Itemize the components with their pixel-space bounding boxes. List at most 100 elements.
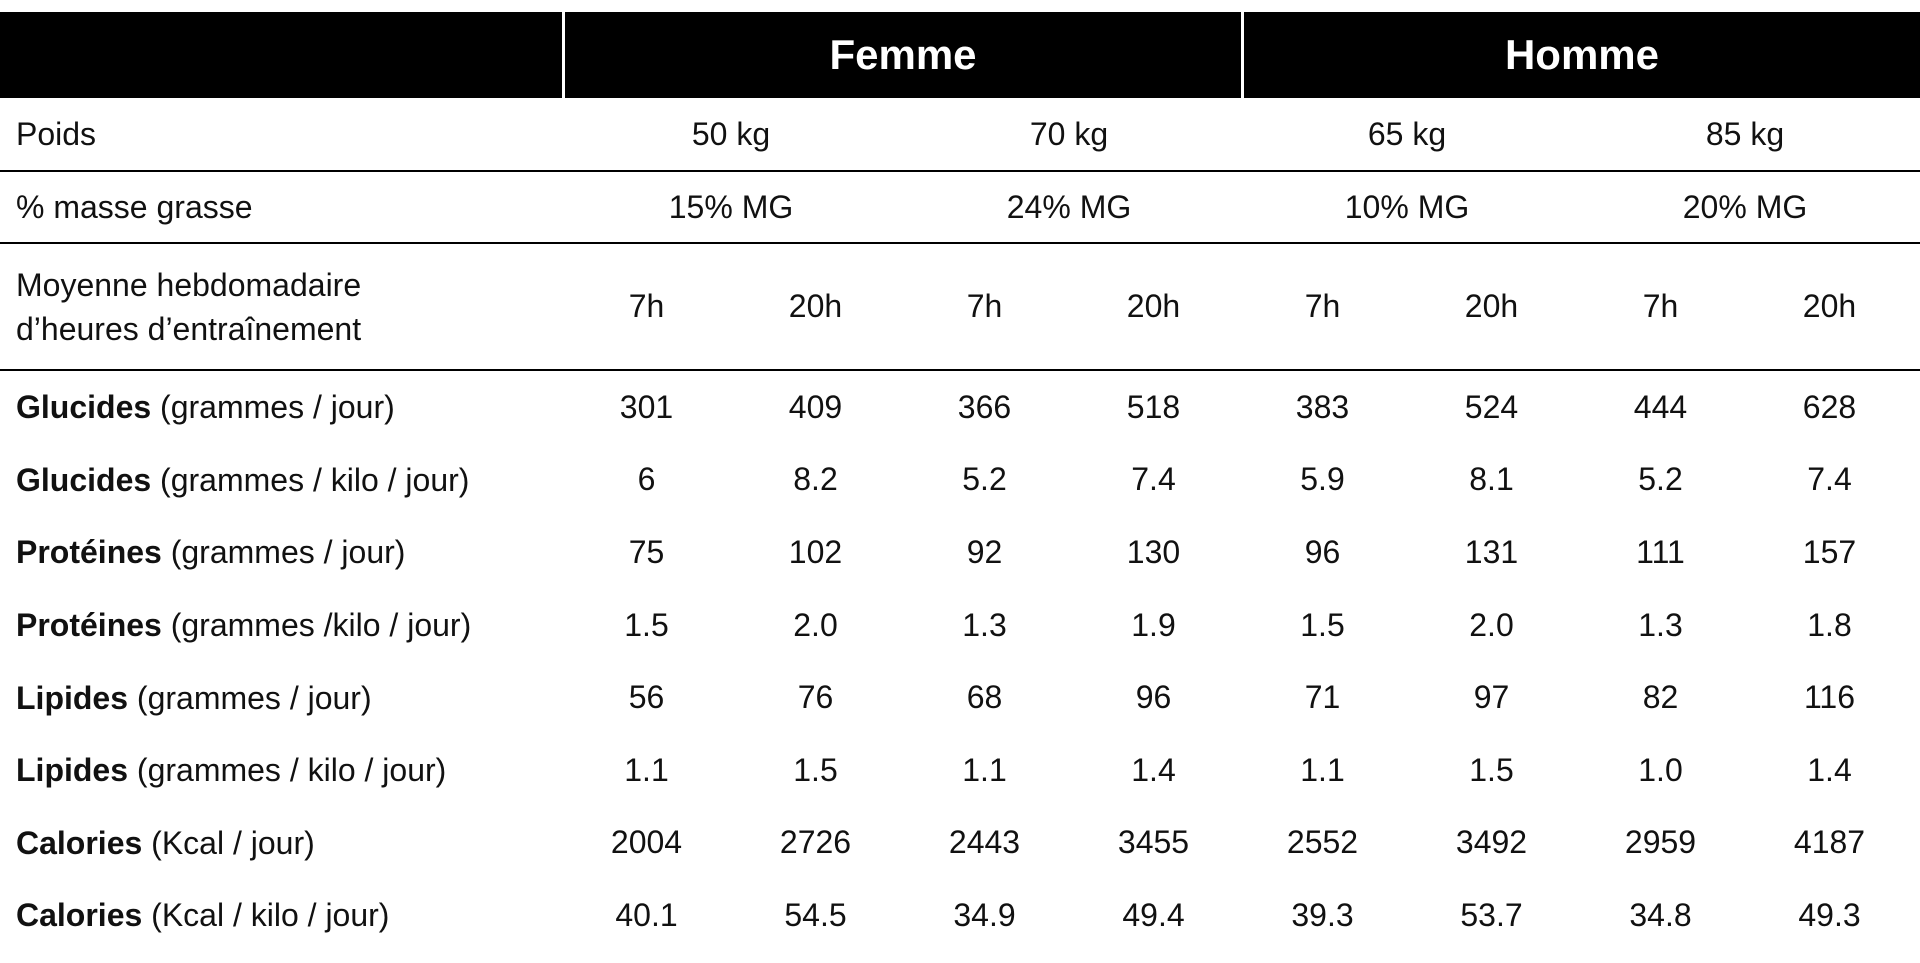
table-cell: 1.0: [1638, 751, 1683, 788]
table-cell: 524: [1464, 388, 1519, 425]
table-cell: 111: [1636, 533, 1685, 570]
table-cell: 1.1: [962, 751, 1007, 788]
table-row: Calories (Kcal / kilo / jour) 40.1 54.5 34.…: [0, 879, 1920, 952]
hours-value: 7h: [628, 288, 665, 324]
table-cell: 96: [1135, 679, 1172, 716]
table-row: Calories (Kcal / jour) 2004 2726 2443 3455 25…: [0, 807, 1920, 880]
table-cell: 4187: [1793, 824, 1866, 861]
table-cell: 1.5: [1300, 606, 1345, 643]
hours-value: 20h: [788, 288, 843, 324]
table-cell: 92: [966, 533, 1003, 570]
table-cell: 1.9: [1131, 606, 1176, 643]
table-cell: 383: [1295, 388, 1350, 425]
table-cell: 1.4: [1131, 751, 1176, 788]
table-cell: 75: [628, 533, 665, 570]
row-label: Moyenne hebdomadaire d’heures d’entraîne…: [16, 266, 362, 347]
nutrient-name: Lipides: [16, 679, 129, 716]
table-cell: 130: [1126, 533, 1181, 570]
table-cell: 82: [1642, 679, 1679, 716]
table-cell: 71: [1304, 679, 1341, 716]
table-cell: 1.5: [624, 606, 669, 643]
table-cell: 444: [1633, 388, 1688, 425]
mg-value: 10% MG: [1344, 188, 1470, 225]
nutrient-name: Calories: [16, 824, 143, 861]
poids-value: 50 kg: [691, 115, 771, 152]
row-label: Lipides (grammes / kilo / jour): [0, 748, 562, 792]
table-cell: 6: [637, 461, 656, 498]
poids-value: 85 kg: [1705, 115, 1785, 152]
table-cell: 1.1: [624, 751, 669, 788]
hours-value: 7h: [1304, 288, 1341, 324]
table-cell: 131: [1464, 533, 1519, 570]
hours-value: 7h: [966, 288, 1003, 324]
nutrient-name: Protéines: [16, 534, 162, 571]
table-cell: 49.3: [1798, 896, 1861, 933]
table-cell: 53.7: [1460, 896, 1523, 933]
table-cell: 5.2: [962, 461, 1007, 498]
unit-label: (grammes / jour): [161, 534, 406, 571]
table-cell: 56: [628, 679, 665, 716]
header-femme: Femme: [565, 12, 1241, 98]
unit-label: (grammes / jour): [151, 389, 395, 426]
table-cell: 628: [1802, 388, 1857, 425]
row-heures-entrainement: Moyenne hebdomadaire d’heures d’entraîne…: [0, 244, 1920, 371]
row-label: Glucides (grammes / kilo / jour): [0, 458, 562, 502]
row-label: Poids: [16, 116, 97, 152]
table-cell: 2004: [610, 824, 683, 861]
table-cell: 1.8: [1807, 606, 1852, 643]
table-cell: 34.9: [953, 896, 1016, 933]
poids-value: 70 kg: [1029, 115, 1109, 152]
table-cell: 518: [1126, 388, 1181, 425]
row-label: % masse grasse: [16, 189, 253, 225]
hours-value: 7h: [1642, 288, 1679, 324]
table-cell: 157: [1802, 533, 1857, 570]
table-row: Protéines (grammes / jour) 75 102 92 130 96 13…: [0, 516, 1920, 589]
row-poids: Poids 50 kg 70 kg 65 kg 85 kg: [0, 98, 1920, 172]
table-row: Glucides (grammes / kilo / jour) 6 8.2 5.2 7…: [0, 444, 1920, 517]
table-cell: 3455: [1117, 824, 1190, 861]
table-cell: 49.4: [1122, 896, 1185, 933]
table-cell: 5.2: [1638, 461, 1683, 498]
unit-label: (Kcal / kilo / jour): [142, 897, 390, 934]
hours-value: 20h: [1464, 288, 1519, 324]
data-rows: Glucides (grammes / jour) 301 409 366 518 383…: [0, 371, 1920, 952]
unit-label: (Kcal / jour): [142, 824, 315, 861]
table-cell: 97: [1473, 679, 1510, 716]
table-cell: 54.5: [784, 896, 847, 933]
table-cell: 3492: [1455, 824, 1528, 861]
row-label: Glucides (grammes / jour): [0, 385, 562, 429]
row-label: Protéines (grammes /kilo / jour): [0, 603, 562, 647]
table-cell: 2959: [1624, 824, 1697, 861]
unit-label: (grammes / kilo / jour): [151, 461, 470, 498]
hours-value: 20h: [1126, 288, 1181, 324]
table-cell: 2.0: [793, 606, 838, 643]
table-cell: 76: [797, 679, 834, 716]
mg-value: 24% MG: [1006, 188, 1132, 225]
table-cell: 7.4: [1807, 461, 1852, 498]
table-cell: 1.4: [1807, 751, 1852, 788]
header-empty-cell: [0, 12, 562, 98]
table-cell: 34.8: [1629, 896, 1692, 933]
table-cell: 366: [957, 388, 1012, 425]
nutrient-name: Glucides: [16, 389, 152, 426]
table-cell: 96: [1304, 533, 1341, 570]
table-cell: 102: [788, 533, 843, 570]
table-cell: 8.2: [793, 461, 838, 498]
mg-value: 20% MG: [1682, 188, 1808, 225]
table-cell: 7.4: [1131, 461, 1176, 498]
table-row: Lipides (grammes / kilo / jour) 1.1 1.5 1.1…: [0, 734, 1920, 807]
poids-value: 65 kg: [1367, 115, 1447, 152]
table-cell: 2726: [779, 824, 852, 861]
table-cell: 2443: [948, 824, 1021, 861]
table-header: Femme Homme: [0, 12, 1920, 98]
row-label: Lipides (grammes / jour): [0, 676, 562, 720]
nutrient-name: Calories: [16, 897, 143, 934]
row-label: Protéines (grammes / jour): [0, 530, 562, 574]
header-homme: Homme: [1244, 12, 1920, 98]
row-label: Calories (Kcal / kilo / jour): [0, 893, 562, 937]
table-cell: 409: [788, 388, 843, 425]
row-label: Calories (Kcal / jour): [0, 821, 562, 865]
nutrient-name: Glucides: [16, 461, 152, 498]
row-masse-grasse: % masse grasse 15% MG 24% MG 10% MG 20% …: [0, 172, 1920, 244]
table-cell: 301: [619, 388, 674, 425]
